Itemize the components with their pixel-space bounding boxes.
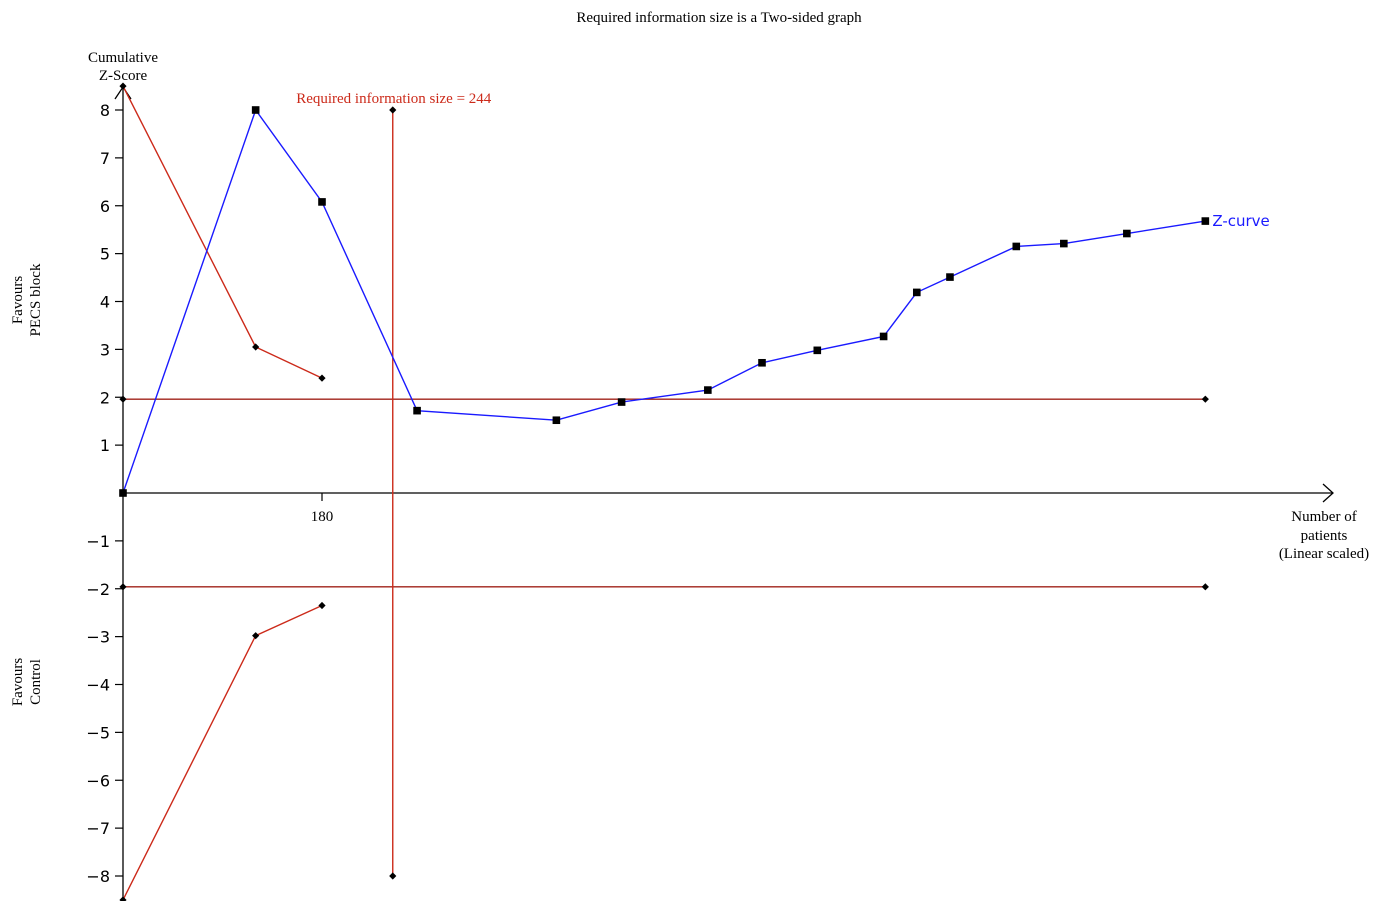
- reference-lines-layer: [119, 106, 1209, 880]
- ris-marker-top: [389, 106, 397, 114]
- x-axis-label-line3: (Linear scaled): [1279, 546, 1369, 562]
- y-tick-label: −1: [86, 532, 110, 551]
- y-tick-label: 6: [100, 197, 110, 216]
- y-tick-label: 8: [100, 101, 110, 120]
- y-tick-label: 3: [100, 340, 110, 359]
- ticks-layer: 8 7 6 5 4 3 2 1 −1 −2 −3 −4 −5 −6 −7 −8 180: [86, 101, 333, 886]
- upper-monitoring-boundary: [122, 85, 323, 379]
- ris-label: Required information size = 244: [296, 91, 492, 107]
- favours-top-label-line2: PECS block: [28, 263, 44, 336]
- conventional-boundary-lower-marker: [119, 583, 127, 591]
- z-curve-point: [813, 346, 822, 355]
- y-tick-label: −7: [86, 819, 110, 838]
- y-tick-label: 1: [100, 436, 110, 455]
- y-axis-label-line2: Z-Score: [99, 68, 148, 84]
- lower-boundary-marker: [252, 632, 260, 640]
- favours-top-label-line1: Favours: [10, 276, 26, 324]
- z-curve-point: [552, 416, 561, 425]
- y-tick-label: −4: [86, 676, 110, 695]
- z-curve-point: [758, 358, 766, 367]
- boundary-layer: [119, 82, 326, 901]
- z-curve-point: [251, 106, 260, 114]
- x-axis-label-line1: Number of: [1291, 509, 1356, 525]
- z-curve-point: [1123, 229, 1131, 238]
- lower-boundary-marker: [119, 896, 127, 901]
- y-tick-label: 5: [100, 245, 110, 264]
- z-curve-point: [1012, 242, 1021, 251]
- lower-monitoring-boundary: [122, 604, 323, 901]
- y-tick-label: −2: [86, 580, 110, 599]
- z-curve-point: [413, 406, 421, 415]
- favours-bottom-label-line2: Control: [28, 659, 44, 705]
- y-tick-label: −3: [86, 628, 110, 647]
- lower-boundary-marker: [318, 601, 326, 610]
- y-tick-label: 4: [100, 293, 110, 312]
- conventional-boundary-upper-marker: [1201, 395, 1209, 403]
- z-curve-label: Z-curve: [1212, 212, 1269, 230]
- upper-boundary-marker: [252, 343, 260, 351]
- x-tick-label: 180: [311, 509, 334, 525]
- y-tick-label: −6: [86, 771, 110, 790]
- y-tick-label: 7: [100, 149, 110, 168]
- conventional-boundary-lower-marker: [1201, 583, 1209, 591]
- z-curve-point: [704, 386, 712, 394]
- z-curve-point: [1060, 239, 1068, 248]
- z-curve-point: [119, 489, 127, 497]
- z-curve-layer: [119, 106, 1210, 497]
- z-curve-point: [879, 332, 888, 341]
- chart-title: Required information size is a Two-sided…: [576, 10, 862, 26]
- z-curve-point: [946, 273, 954, 281]
- conventional-boundary-upper-marker: [119, 395, 127, 403]
- y-axis-label-line1: Cumulative: [88, 50, 158, 66]
- x-axis-label-line2: patients: [1301, 528, 1348, 544]
- upper-boundary-marker: [318, 374, 326, 382]
- ris-marker-bottom: [389, 872, 397, 880]
- z-curve-point: [1201, 217, 1210, 225]
- upper-boundary-marker: [119, 82, 127, 90]
- z-curve-point: [912, 288, 921, 297]
- x-axis-arrow: [1322, 483, 1334, 503]
- favours-bottom-label-line1: Favours: [10, 658, 26, 706]
- y-tick-label: −8: [86, 867, 110, 886]
- z-curve-point: [617, 398, 626, 406]
- y-tick-label: −5: [86, 723, 110, 742]
- z-curve-line: [122, 108, 1206, 494]
- y-tick-label: 2: [100, 388, 110, 407]
- z-curve-point: [318, 198, 326, 206]
